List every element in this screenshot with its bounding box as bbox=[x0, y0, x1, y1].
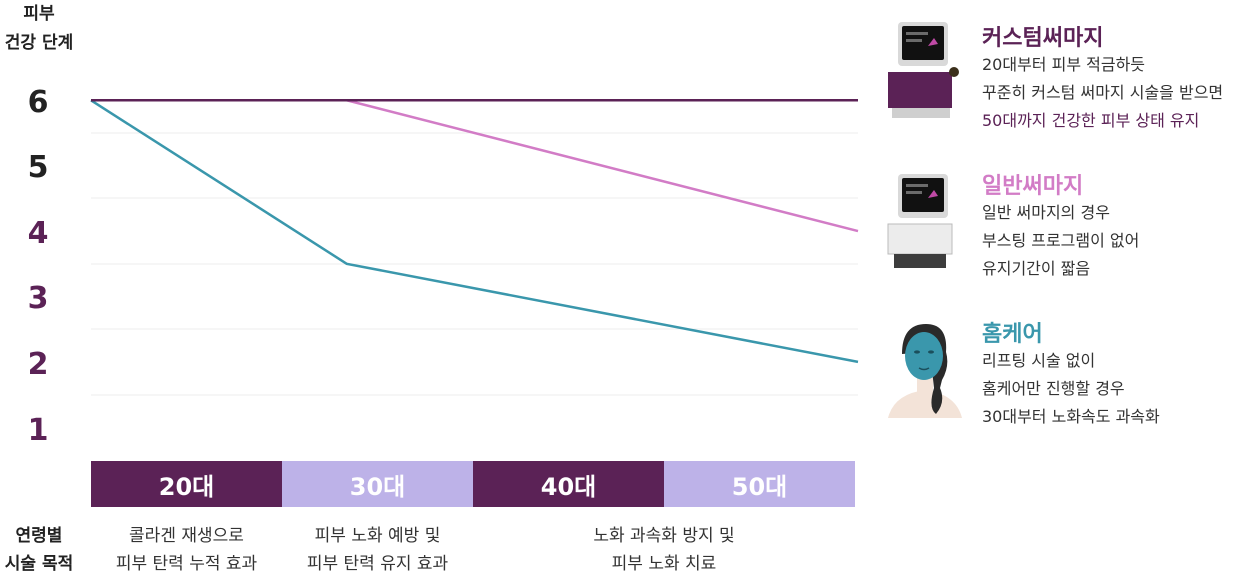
purpose-40s-50s: 노화 과속화 방지 및 피부 노화 치료 bbox=[473, 522, 855, 578]
purpose-20s-line1: 콜라겐 재생으로 bbox=[129, 526, 244, 546]
age-bar-40s: 40대 bbox=[473, 461, 664, 507]
thermage-device-icon bbox=[887, 174, 953, 268]
age-bar-20s: 20대 bbox=[91, 461, 282, 507]
legend-title-normal-thermage: 일반써마지 bbox=[982, 174, 1084, 199]
series-line-normal-thermage bbox=[91, 99, 859, 233]
legend-desc-custom-2: 꾸준히 커스텀 써마지 시술을 받으면 bbox=[982, 83, 1224, 102]
series-line-home-care bbox=[90, 99, 859, 364]
y-ticks: 6 5 4 3 2 1 bbox=[28, 85, 49, 448]
purpose-title-line1: 연령별 bbox=[15, 526, 63, 546]
thermage-device-icon bbox=[888, 22, 959, 118]
legend-item-custom-thermage: 커스텀써마지 20대부터 피부 적금하듯 꾸준히 커스텀 써마지 시술을 받으면… bbox=[884, 20, 1244, 130]
skin-health-chart: 6 5 4 3 2 1 bbox=[28, 85, 859, 448]
age-bar-30s: 30대 bbox=[282, 461, 473, 507]
y-tick-1: 1 bbox=[28, 413, 49, 448]
purpose-30s-line1: 피부 노화 예방 및 bbox=[314, 526, 441, 546]
purpose-40s-50s-line1: 노화 과속화 방지 및 bbox=[593, 526, 735, 546]
y-tick-6: 6 bbox=[28, 85, 49, 120]
legend-item-home-care: 홈케어 리프팅 시술 없이 홈케어만 진행할 경우 30대부터 노화속도 과속화 bbox=[884, 316, 1244, 426]
y-tick-4: 4 bbox=[28, 216, 49, 251]
purpose-row-title: 연령별 시술 목적 bbox=[0, 522, 78, 578]
y-axis-label: 피부 건강 단계 bbox=[0, 0, 78, 58]
age-bar-50s: 50대 bbox=[664, 461, 855, 507]
y-axis-label-line1: 피부 bbox=[23, 4, 55, 24]
legend-title-home-care: 홈케어 bbox=[982, 322, 1043, 347]
legend-desc-home-1: 리프팅 시술 없이 bbox=[982, 351, 1096, 370]
legend-title-custom-thermage: 커스텀써마지 bbox=[982, 26, 1104, 51]
legend-desc-normal-1: 일반 써마지의 경우 bbox=[982, 203, 1110, 222]
y-tick-2: 2 bbox=[28, 347, 49, 382]
purpose-40s-50s-line2: 피부 노화 치료 bbox=[611, 554, 717, 574]
y-tick-3: 3 bbox=[28, 281, 49, 316]
face-mask-icon bbox=[888, 324, 962, 418]
purpose-30s-line2: 피부 탄력 유지 효과 bbox=[306, 554, 449, 574]
legend-desc-normal-3: 유지기간이 짧음 bbox=[982, 259, 1091, 278]
purpose-20s-line2: 피부 탄력 누적 효과 bbox=[115, 554, 258, 574]
legend-item-normal-thermage: 일반써마지 일반 써마지의 경우 부스팅 프로그램이 없어 유지기간이 짧음 bbox=[884, 168, 1244, 278]
legend-desc-custom-3: 50대까지 건강한 피부 상태 유지 bbox=[982, 111, 1200, 130]
grid-lines bbox=[91, 132, 858, 396]
purpose-20s: 콜라겐 재생으로 피부 탄력 누적 효과 bbox=[91, 522, 282, 578]
purpose-30s: 피부 노화 예방 및 피부 탄력 유지 효과 bbox=[282, 522, 473, 578]
y-tick-5: 5 bbox=[28, 150, 49, 185]
legend-desc-custom-1: 20대부터 피부 적금하듯 bbox=[982, 55, 1146, 74]
legend-desc-home-3: 30대부터 노화속도 과속화 bbox=[982, 407, 1160, 426]
legend-desc-home-2: 홈케어만 진행할 경우 bbox=[982, 379, 1125, 398]
legend-desc-normal-2: 부스팅 프로그램이 없어 bbox=[982, 231, 1140, 250]
y-axis-label-line2: 건강 단계 bbox=[4, 33, 74, 53]
purpose-title-line2: 시술 목적 bbox=[4, 554, 74, 574]
